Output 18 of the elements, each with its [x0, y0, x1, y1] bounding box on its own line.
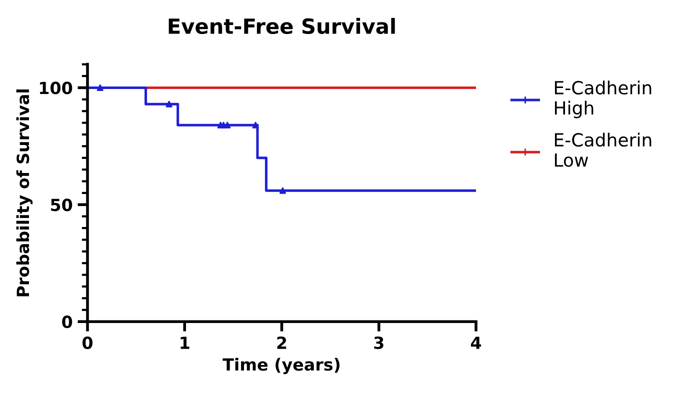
point	[96, 84, 104, 91]
x-axis-title: Time (years)	[222, 358, 340, 374]
point	[166, 100, 172, 108]
y-tick-label: 50	[51, 198, 72, 212]
x-tick-label: 1	[180, 336, 190, 349]
y-tick-label: 100	[40, 82, 72, 94]
x-tick-label: 4	[470, 336, 482, 349]
legend-label: E-Cadherin Low	[554, 132, 652, 167]
point	[252, 122, 259, 128]
x-tick-label: 2	[277, 336, 286, 349]
y-axis-title: Probability of Survival	[16, 89, 33, 296]
point	[224, 122, 231, 128]
legend-label: E-Cadherin High	[554, 80, 652, 118]
y-tick-label: 0	[62, 316, 72, 328]
x-tick-label: 3	[374, 336, 384, 350]
point	[279, 187, 286, 194]
x-tick-label: 0	[82, 336, 92, 350]
chart-title: Event-Free Survival	[168, 18, 395, 34]
